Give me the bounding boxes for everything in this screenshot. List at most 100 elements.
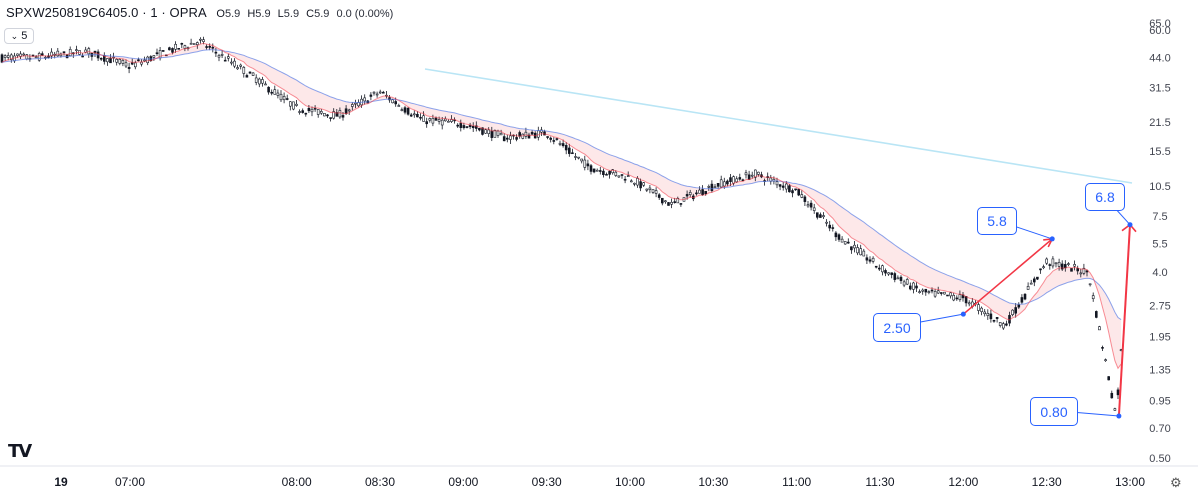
candle-body <box>868 259 872 262</box>
candle-body <box>552 140 556 142</box>
candle-body <box>400 109 404 111</box>
candle-body <box>1017 304 1021 308</box>
candle-body <box>555 138 559 140</box>
price-callout[interactable]: 5.8 <box>977 207 1017 235</box>
candle-body <box>62 51 66 54</box>
x-axis[interactable]: 19 07:00 08:00 08:30 09:00 09:30 10:00 10:30 11:… <box>0 465 1198 489</box>
gear-icon[interactable]: ⚙ <box>1170 475 1182 490</box>
candle-body <box>409 114 413 117</box>
candle-body <box>757 171 760 175</box>
candle-body <box>567 147 571 154</box>
candle-body <box>378 91 382 94</box>
candle-body <box>639 181 642 189</box>
candle-body <box>930 289 934 292</box>
indicator-collapse-button[interactable]: ⌄ 5 <box>4 28 34 44</box>
candle-body <box>967 302 971 305</box>
candle-body <box>936 290 940 294</box>
candle-body <box>822 215 825 218</box>
y-tick-label: 0.50 <box>1149 453 1170 465</box>
candle-body <box>254 77 258 83</box>
candle-body <box>270 91 274 94</box>
candle-body <box>261 79 264 84</box>
trend-line[interactable] <box>424 68 1133 184</box>
candle-body <box>251 72 255 76</box>
candle-body <box>381 91 385 94</box>
candle-body <box>664 200 667 203</box>
candle-body <box>592 168 596 173</box>
candle-body <box>536 130 540 138</box>
candle-body <box>995 317 999 319</box>
candle-body <box>357 102 360 107</box>
candle-body <box>10 54 13 60</box>
y-tick-label: 1.35 <box>1149 364 1170 376</box>
candle-body <box>865 257 869 261</box>
candle-body <box>1113 408 1117 411</box>
x-tick-label: 08:00 <box>282 475 312 489</box>
candle-body <box>943 291 946 295</box>
candle-body <box>338 110 342 118</box>
candle-body <box>837 234 841 240</box>
candle-body <box>282 96 286 101</box>
candle-body <box>843 241 847 245</box>
candle-body <box>701 189 704 196</box>
candle-body <box>81 55 84 58</box>
candle-body <box>478 127 481 131</box>
candle-body <box>1014 307 1018 314</box>
candle-body <box>602 170 605 176</box>
candle-body <box>753 169 757 178</box>
candle-body <box>130 62 134 65</box>
candle-body <box>595 169 599 172</box>
candle-body <box>481 127 484 135</box>
tradingview-logo-icon[interactable]: TV <box>8 441 32 462</box>
y-tick-label: 65.0 <box>1149 18 1170 30</box>
candle-body <box>927 291 931 293</box>
candle-body <box>431 118 435 124</box>
candle-body <box>37 53 41 61</box>
candle-body <box>1057 261 1061 267</box>
candle-body <box>335 112 339 117</box>
long-trend-line[interactable] <box>424 68 1133 184</box>
rally-arrow-line[interactable] <box>962 238 1053 315</box>
reversal-arrow-line[interactable] <box>1117 224 1131 417</box>
candle-body <box>341 115 345 118</box>
price-callout[interactable]: 6.8 <box>1085 183 1125 211</box>
candle-body <box>939 292 943 294</box>
candle-body <box>685 194 689 197</box>
candle-body <box>462 125 466 129</box>
candle-body <box>719 179 723 188</box>
candle-body <box>1095 311 1098 318</box>
candle-body <box>800 194 804 198</box>
candle-body <box>406 107 410 115</box>
candle-body <box>726 180 729 185</box>
candle-body <box>496 130 500 136</box>
candle-body <box>834 232 838 238</box>
candle-body <box>546 136 549 138</box>
price-callout[interactable]: 0.80 <box>1030 397 1078 426</box>
y-tick-label: 0.95 <box>1149 396 1170 408</box>
candle-body <box>50 51 53 57</box>
candle-body <box>99 57 103 60</box>
candle-body <box>372 91 376 94</box>
x-tick-label: 12:30 <box>1032 475 1062 489</box>
candle-body <box>143 59 146 62</box>
candle-body <box>394 101 398 105</box>
candle-body <box>301 110 305 113</box>
candle-body <box>168 47 171 51</box>
candle-body <box>1085 270 1089 273</box>
x-tick-label: 11:00 <box>782 475 811 489</box>
candle-body <box>192 43 196 45</box>
candle-body <box>428 118 432 121</box>
candle-body <box>1033 278 1036 283</box>
candle-body <box>279 93 283 101</box>
price-callout[interactable]: 2.50 <box>873 313 921 342</box>
x-tick-label: 07:00 <box>115 475 145 489</box>
candle-body <box>521 133 525 139</box>
candle-body <box>211 46 215 49</box>
candle-body <box>958 294 962 300</box>
ema-slow-line <box>1 49 1122 321</box>
candle-body <box>161 50 165 52</box>
symbol-title[interactable]: SPXW250819C6405.0 · 1 · OPRA <box>6 5 207 20</box>
candle-body <box>1001 323 1005 329</box>
y-axis[interactable]: 65.060.0 44.0 31.5 21.5 15.5 10.5 7.5 5.5 4.0 2.7… <box>1149 18 1170 465</box>
